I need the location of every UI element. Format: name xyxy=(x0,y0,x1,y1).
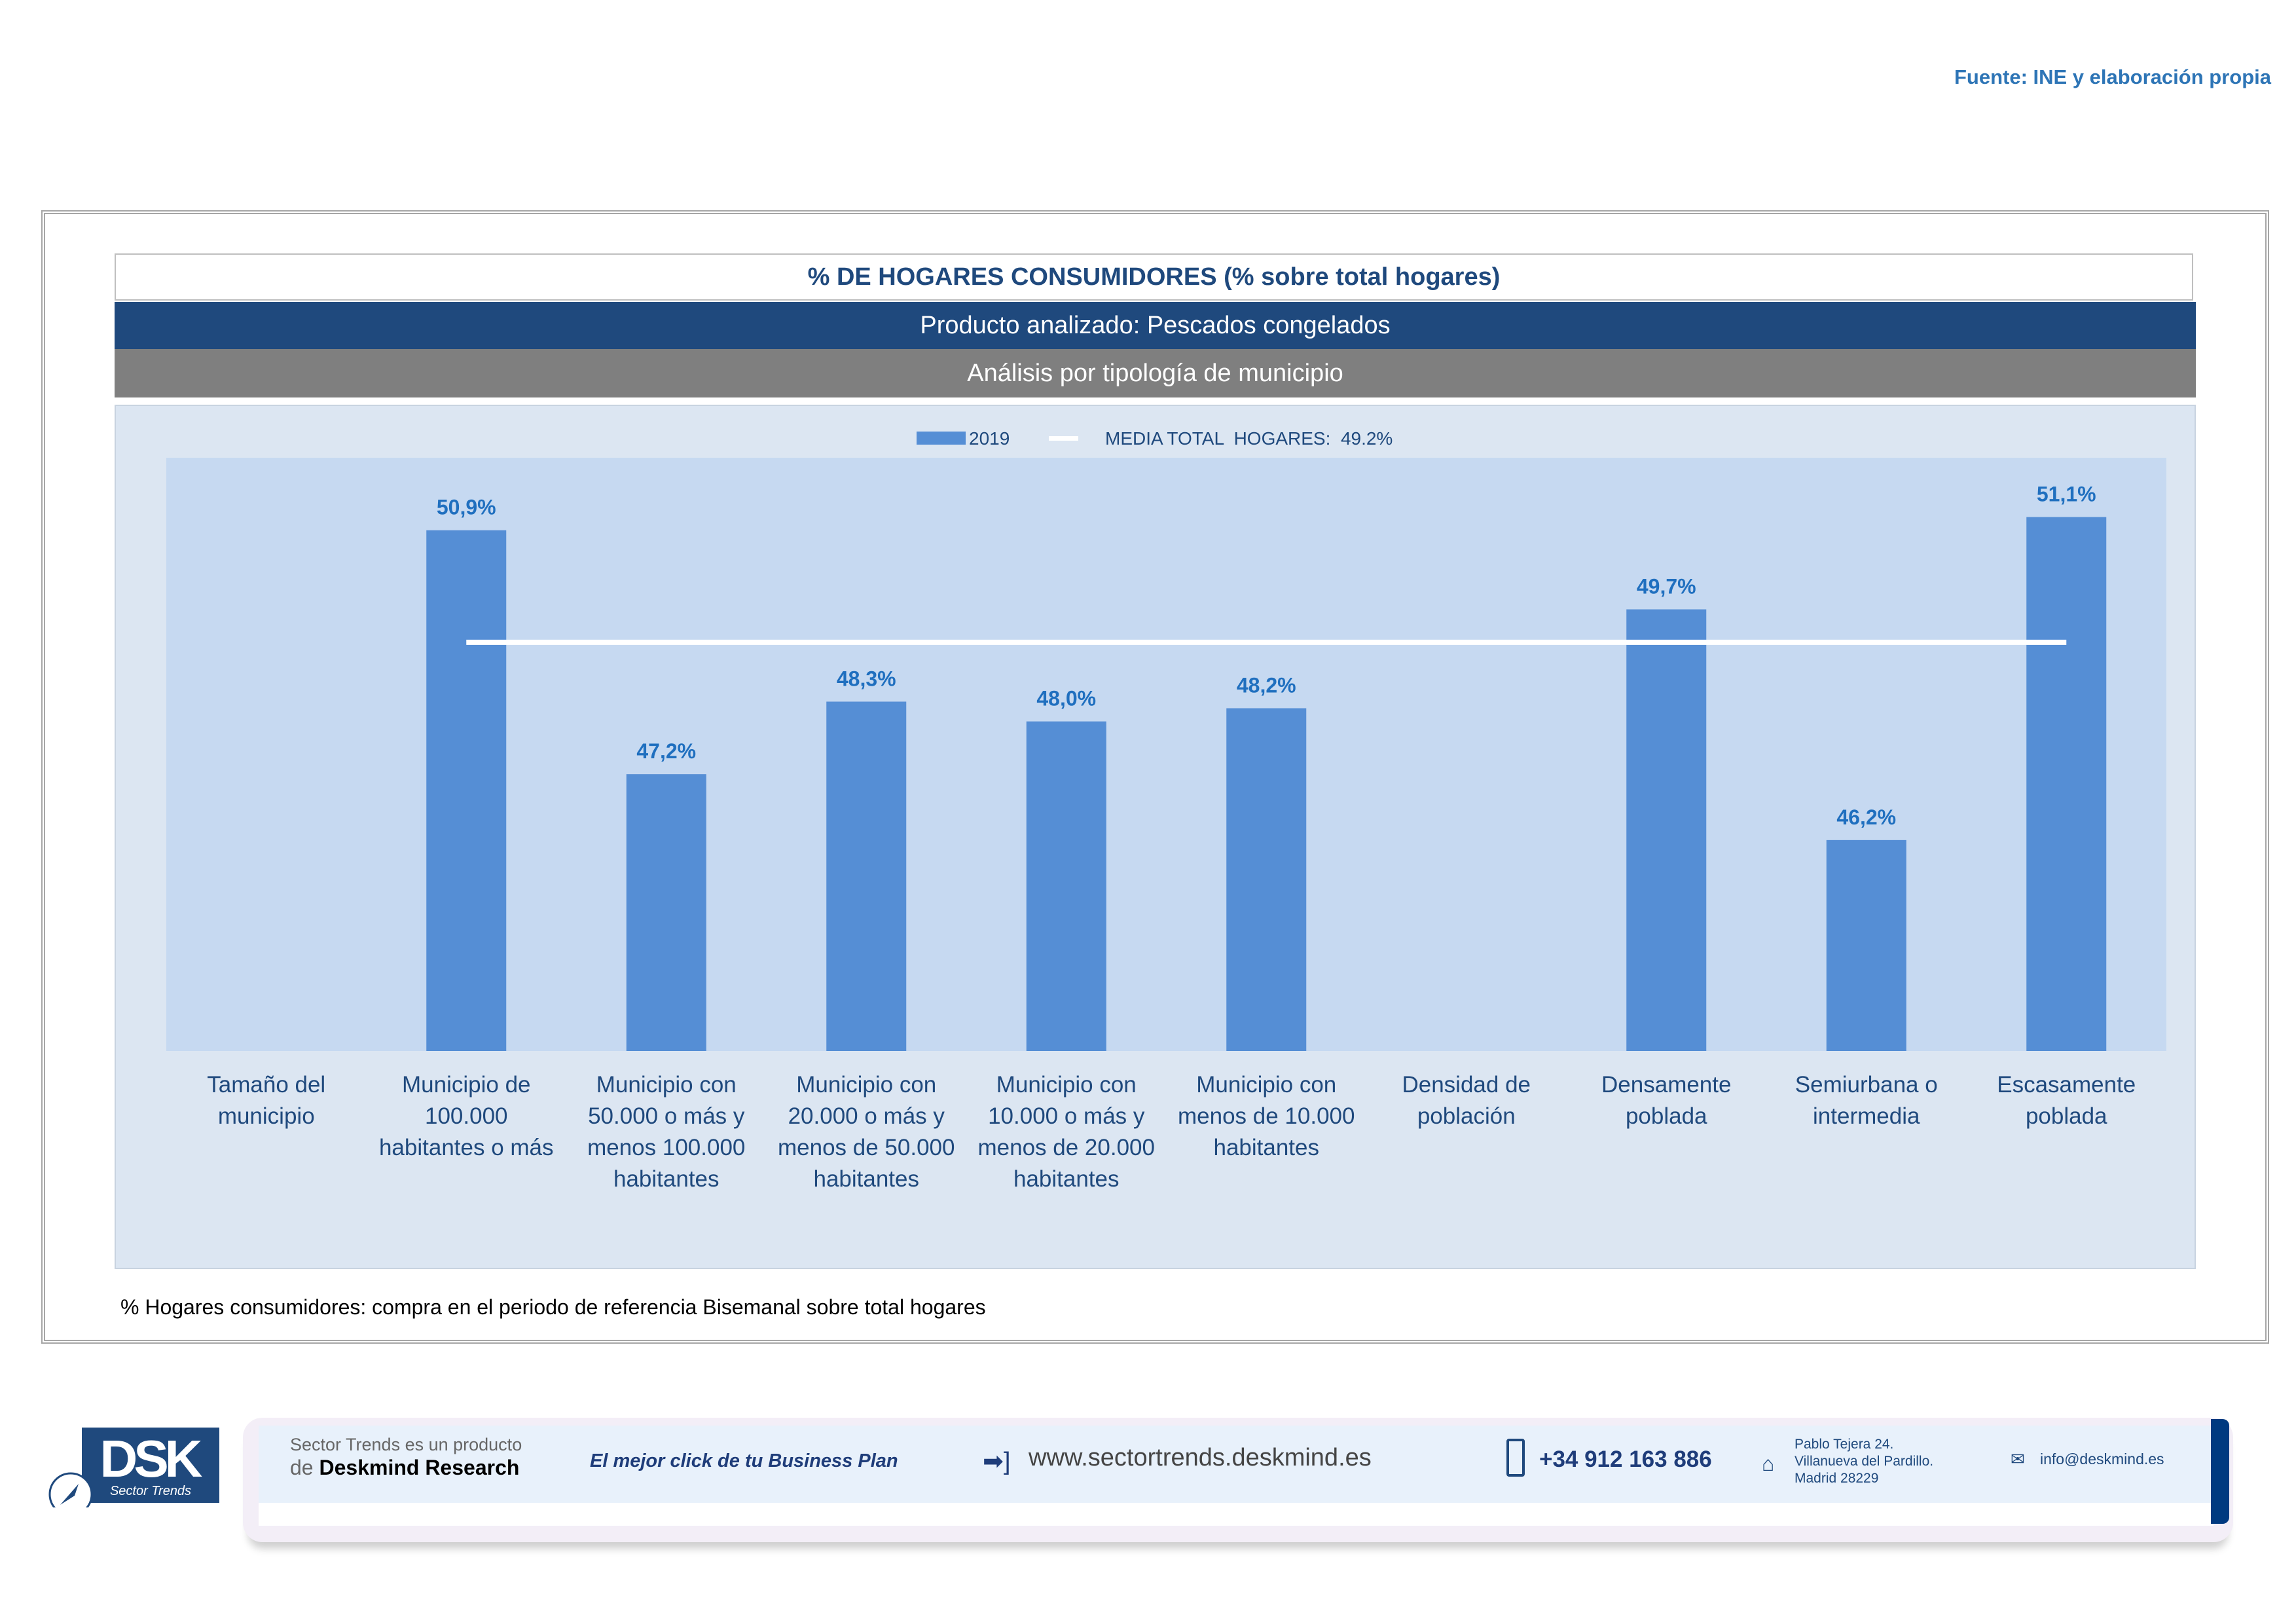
data-label: 49,7% xyxy=(1637,575,1696,599)
bar xyxy=(826,701,907,1051)
category-label: Municipio con xyxy=(1196,1072,1336,1098)
category-label: Tamaño del xyxy=(207,1072,325,1098)
bar xyxy=(2026,517,2107,1051)
address-line: Madrid 28229 xyxy=(1795,1471,1879,1486)
category-label: menos de 50.000 xyxy=(778,1135,955,1160)
arrow-icon: ➡] xyxy=(983,1448,1011,1475)
address-line: Villanueva del Pardillo. xyxy=(1795,1454,1934,1469)
category-label: Semiurbana o xyxy=(1795,1072,1938,1098)
category-label: municipio xyxy=(218,1103,315,1129)
bar xyxy=(1026,721,1106,1051)
category-label: habitantes xyxy=(813,1166,919,1192)
footer-email[interactable]: info@deskmind.es xyxy=(2040,1450,2164,1467)
source-note: Fuente: INE y elaboración propia xyxy=(1954,65,2271,88)
data-label: 51,1% xyxy=(2037,483,2096,506)
footer-slogan: El mejor click de tu Business Plan xyxy=(590,1450,898,1471)
footer-de: de xyxy=(290,1456,314,1479)
data-label: 46,2% xyxy=(1836,805,1896,829)
footer-phone: +34 912 163 886 xyxy=(1539,1447,1712,1472)
footnote: % Hogares consumidores: compra en el per… xyxy=(120,1295,986,1319)
category-label: Municipio de xyxy=(402,1072,531,1098)
footer-website[interactable]: www.sectortrends.deskmind.es xyxy=(1029,1444,1372,1471)
category-label: Municipio con xyxy=(996,1072,1137,1098)
dsk-logo: DSK Sector Trends xyxy=(48,1428,219,1507)
data-label: 50,9% xyxy=(437,496,496,519)
legend-swatch-2019 xyxy=(917,432,966,445)
category-label: 100.000 xyxy=(425,1103,508,1129)
data-label: 48,0% xyxy=(1036,687,1096,710)
bar xyxy=(1826,840,1906,1051)
bar xyxy=(626,774,706,1051)
chart-title: % DE HOGARES CONSUMIDORES (% sobre total… xyxy=(115,253,2193,301)
category-label: menos de 20.000 xyxy=(978,1135,1155,1160)
category-label: menos 100.000 xyxy=(587,1135,745,1160)
legend-label-2019: 2019 xyxy=(969,428,1010,449)
category-label: 50.000 o más y xyxy=(588,1103,745,1129)
category-label: poblada xyxy=(2026,1103,2107,1129)
category-label: habitantes xyxy=(1213,1135,1319,1160)
category-label: Municipio con xyxy=(796,1072,936,1098)
bar xyxy=(426,530,507,1051)
category-label: intermedia xyxy=(1813,1103,1920,1129)
category-label: 20.000 o más y xyxy=(788,1103,945,1129)
category-label: Escasamente xyxy=(1997,1072,2136,1098)
product-banner: Producto analizado: Pescados congelados xyxy=(115,302,2196,349)
category-label: Municipio con xyxy=(596,1072,737,1098)
category-label: habitantes xyxy=(613,1166,720,1192)
svg-text:Sector Trends: Sector Trends xyxy=(110,1484,191,1498)
category-label: habitantes o más xyxy=(379,1135,554,1160)
bar xyxy=(1626,609,1707,1051)
analysis-banner: Análisis por tipología de municipio xyxy=(115,349,2196,397)
legend-swatch-mean xyxy=(1049,436,1078,441)
category-label: habitantes xyxy=(1013,1166,1120,1192)
category-label: Densidad de xyxy=(1402,1072,1531,1098)
category-label: 10.000 o más y xyxy=(988,1103,1145,1129)
legend-label-mean: MEDIA TOTAL HOGARES: 49.2% xyxy=(1105,428,1393,449)
chart-frame xyxy=(41,210,2269,1344)
data-label: 48,3% xyxy=(837,667,896,690)
footer-product-line: Sector Trends es un producto xyxy=(290,1435,522,1454)
footer-banner: Sector Trends es un producto de Deskmind… xyxy=(243,1418,2233,1542)
data-label: 47,2% xyxy=(636,739,696,763)
category-label: Densamente xyxy=(1601,1072,1731,1098)
category-label: población xyxy=(1417,1103,1516,1129)
phone-icon xyxy=(1506,1439,1525,1477)
footer-brand: Deskmind Research xyxy=(319,1456,520,1479)
svg-text:DSK: DSK xyxy=(100,1430,203,1488)
home-icon: ⌂ xyxy=(1762,1452,1775,1475)
bar xyxy=(1226,708,1307,1051)
address-line: Pablo Tejera 24. xyxy=(1795,1437,1894,1452)
legend: 2019 MEDIA TOTAL HOGARES: 49.2% xyxy=(917,428,1393,449)
category-label: poblada xyxy=(1626,1103,1707,1129)
mail-icon: ✉ xyxy=(2011,1449,2025,1469)
data-label: 48,2% xyxy=(1237,674,1296,697)
category-label: menos de 10.000 xyxy=(1178,1103,1355,1129)
